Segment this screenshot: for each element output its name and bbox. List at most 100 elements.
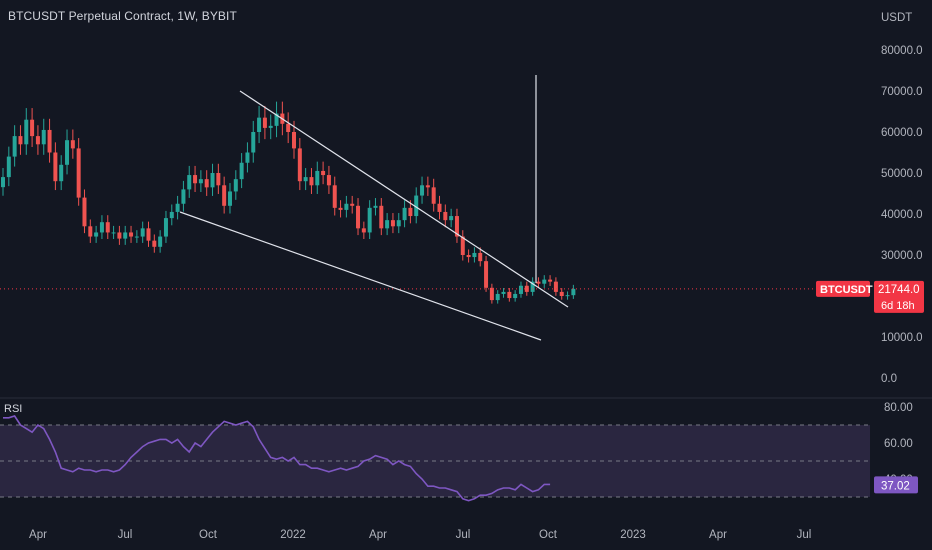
candle-body xyxy=(542,279,547,284)
candle-body xyxy=(70,140,75,149)
candle-body xyxy=(472,252,477,258)
candle-body xyxy=(134,236,139,238)
candle-body xyxy=(460,236,465,255)
candle-body xyxy=(274,113,279,126)
candle-body xyxy=(553,281,558,292)
price-badge xyxy=(874,280,924,313)
candle-body xyxy=(571,288,576,296)
candle-body xyxy=(344,203,349,210)
current-price-label: 21744.0 xyxy=(878,284,920,296)
candle-body xyxy=(559,291,564,296)
candle-body xyxy=(425,185,430,188)
candle-body xyxy=(385,220,390,229)
bar-countdown-label: 6d 18h xyxy=(881,300,915,312)
candle-body xyxy=(187,175,192,190)
time-tick-label: Apr xyxy=(29,529,47,541)
candle-body xyxy=(88,226,93,237)
rsi-line xyxy=(3,415,551,502)
candle-body xyxy=(65,140,70,165)
rsi-value-badge xyxy=(874,476,918,494)
candle-body xyxy=(431,187,436,204)
price-tick-label: 80000.0 xyxy=(881,45,923,57)
candle-body xyxy=(99,222,104,233)
candle-body xyxy=(303,177,308,182)
price-tick-label: 50000.0 xyxy=(881,168,923,180)
candle-body xyxy=(530,281,535,292)
candle-body xyxy=(507,291,512,299)
candle-body xyxy=(484,261,489,288)
price-tick-label: 60000.0 xyxy=(881,127,923,139)
candle-body xyxy=(222,185,227,206)
candle-body xyxy=(117,232,122,239)
candle-body xyxy=(105,222,110,233)
rsi-value-label: 37.02 xyxy=(881,480,910,492)
candle-body xyxy=(6,156,11,178)
rsi-indicator-label[interactable]: RSI xyxy=(4,403,23,415)
candle-body xyxy=(123,232,128,239)
candle-body xyxy=(245,152,250,163)
candle-body xyxy=(495,293,500,301)
candle-body xyxy=(338,207,343,210)
candle-body xyxy=(454,216,459,237)
candle-body xyxy=(437,203,442,212)
candle-body xyxy=(332,185,337,208)
candle-body xyxy=(41,129,46,145)
time-tick-label: 2022 xyxy=(280,529,306,541)
candle-body xyxy=(94,232,99,237)
candle-body xyxy=(251,132,256,153)
candle-body xyxy=(129,232,134,237)
rsi-tick-label: 80.00 xyxy=(884,402,913,414)
price-tick-label: 70000.0 xyxy=(881,86,923,98)
candle-body xyxy=(309,177,314,186)
candle-body xyxy=(501,291,506,294)
candle-body xyxy=(443,211,448,221)
candle-body xyxy=(163,218,168,237)
candle-body xyxy=(140,228,145,237)
rsi-tick-label: 60.00 xyxy=(884,438,913,450)
time-tick-label: Apr xyxy=(709,529,727,541)
candle-body xyxy=(489,287,494,301)
time-tick-label: Jul xyxy=(118,529,133,541)
candle-body xyxy=(146,228,151,241)
price-axis-unit: USDT xyxy=(881,12,912,24)
candle-body xyxy=(18,136,23,145)
candle-body xyxy=(158,236,163,247)
candle-body xyxy=(193,175,198,184)
candle-body xyxy=(262,117,267,128)
candle-body xyxy=(466,255,471,258)
symbol-badge-label: BTCUSDT xyxy=(820,284,873,296)
candle-body xyxy=(513,293,518,299)
candle-body xyxy=(181,189,186,204)
candle-body xyxy=(76,148,81,198)
candle-body xyxy=(367,207,372,233)
candle-body xyxy=(30,119,35,137)
candle-body xyxy=(379,205,384,229)
candle-body xyxy=(53,152,58,182)
candle-body xyxy=(292,132,296,149)
time-tick-label: Oct xyxy=(539,529,558,541)
candle-body xyxy=(315,170,320,186)
candle-body xyxy=(420,185,425,196)
candle-body xyxy=(59,164,64,182)
candle-body xyxy=(373,205,378,208)
candle-body xyxy=(297,148,302,182)
chart-title: BTCUSDT Perpetual Contract, 1W, BYBIT xyxy=(8,9,237,23)
time-tick-label: Oct xyxy=(199,529,218,541)
candle-body xyxy=(257,117,262,132)
time-tick-label: Apr xyxy=(369,529,387,541)
symbol-badge xyxy=(816,280,870,297)
candle-body xyxy=(408,207,413,217)
price-tick-label: 0.0 xyxy=(881,373,897,385)
candle-body xyxy=(210,173,215,188)
candle-body xyxy=(198,179,203,184)
candle-body xyxy=(414,195,419,217)
candle-body xyxy=(268,125,273,128)
candle-body xyxy=(152,240,157,247)
time-tick-label: Jul xyxy=(797,529,812,541)
price-tick-label: 10000.0 xyxy=(881,332,923,344)
candle-body xyxy=(35,136,40,145)
candle-body xyxy=(111,232,116,234)
candle-body xyxy=(321,170,326,176)
candle-body xyxy=(548,279,553,282)
